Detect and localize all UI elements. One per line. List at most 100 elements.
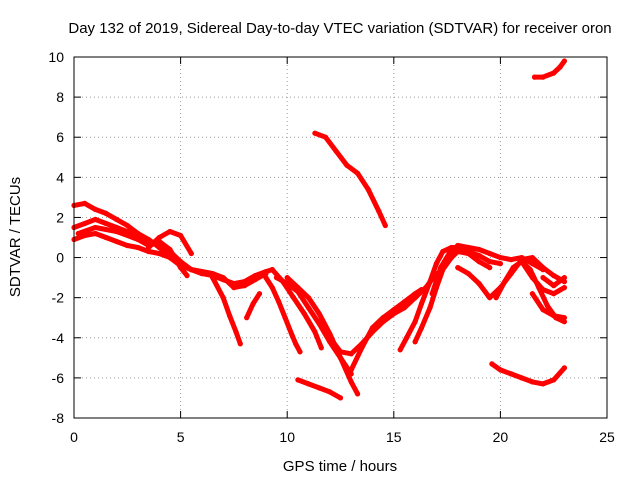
data-point — [316, 319, 322, 325]
data-point — [92, 230, 98, 237]
data-point — [316, 385, 322, 391]
data-point — [156, 234, 162, 241]
data-point — [401, 299, 408, 305]
data-point — [348, 367, 354, 373]
data-point — [369, 325, 376, 331]
data-point — [103, 234, 109, 241]
data-point — [455, 265, 461, 271]
data-point — [412, 319, 418, 325]
data-point — [348, 351, 354, 357]
data-point — [497, 367, 503, 373]
x-tick-label: 5 — [177, 429, 185, 445]
data-point — [337, 349, 344, 355]
data-point — [250, 301, 256, 307]
data-point — [561, 365, 568, 371]
data-point — [297, 349, 303, 355]
data-point — [199, 269, 205, 275]
series-track-14 — [369, 287, 425, 331]
data-point — [391, 307, 397, 313]
data-point — [269, 285, 275, 291]
data-point — [404, 335, 410, 341]
data-point — [344, 162, 350, 168]
data-point — [284, 275, 290, 281]
data-point — [418, 325, 425, 331]
data-point — [305, 305, 312, 311]
data-point — [124, 222, 130, 229]
data-point — [438, 265, 444, 271]
series-line — [312, 130, 388, 228]
y-tick-label: 2 — [56, 209, 64, 225]
data-point — [540, 275, 546, 281]
data-point — [82, 220, 88, 227]
data-point — [519, 259, 525, 265]
data-point — [465, 244, 471, 251]
data-point — [293, 341, 299, 347]
data-point — [529, 255, 536, 261]
data-point — [540, 265, 546, 271]
chart-title: Day 132 of 2019, Sidereal Day-to-day VTE… — [68, 20, 611, 37]
data-point — [92, 206, 98, 212]
data-point — [333, 148, 339, 154]
data-point — [540, 287, 546, 293]
data-point — [508, 371, 514, 377]
x-tick-label: 20 — [493, 429, 509, 445]
data-point — [312, 130, 318, 136]
x-tick-label: 15 — [386, 429, 402, 445]
data-point — [284, 281, 290, 287]
data-point — [114, 238, 120, 245]
data-point — [551, 291, 557, 297]
data-point — [355, 170, 361, 176]
series-track-11 — [284, 275, 361, 397]
data-point — [551, 313, 557, 319]
series-line — [529, 291, 567, 321]
y-tick-label: -2 — [52, 290, 65, 306]
series-track-6 — [210, 275, 243, 347]
data-point — [82, 200, 88, 206]
series-track-23 — [529, 291, 568, 321]
series-track-7 — [244, 291, 263, 321]
data-point — [256, 291, 263, 297]
plot-frame — [73, 56, 608, 419]
data-point — [497, 261, 503, 267]
data-point — [540, 74, 546, 80]
data-point — [380, 315, 386, 321]
data-point — [455, 242, 461, 249]
series-track-24 — [540, 275, 568, 289]
y-tick-label: 10 — [48, 49, 64, 65]
y-tick-label: -4 — [52, 330, 65, 346]
y-tick-label: 6 — [56, 129, 64, 145]
data-point — [305, 295, 312, 301]
series-track-15 — [295, 377, 344, 401]
data-point — [348, 379, 354, 385]
data-point — [220, 295, 226, 301]
data-point — [540, 307, 546, 313]
data-point — [103, 210, 109, 216]
data-point — [551, 283, 557, 289]
data-point — [529, 261, 536, 267]
data-point — [476, 253, 482, 259]
data-point — [487, 295, 493, 301]
data-point — [476, 281, 482, 287]
y-tick-label: 8 — [56, 89, 64, 105]
data-point — [355, 391, 361, 397]
data-point — [210, 275, 216, 281]
data-point — [146, 244, 152, 251]
data-point — [210, 271, 216, 277]
data-point — [92, 224, 98, 231]
data-point — [146, 248, 152, 255]
data-point — [529, 275, 536, 281]
axes: -8 -6 -4 -2 0 2 4 6 8 10 0 5 10 15 20 25 — [48, 49, 615, 445]
data-point — [540, 381, 546, 387]
data-point — [92, 216, 98, 222]
series-line — [412, 249, 493, 345]
data-series — [71, 58, 568, 401]
data-point — [487, 250, 493, 257]
data-point — [551, 377, 557, 383]
data-point — [412, 291, 418, 297]
data-point — [561, 58, 568, 64]
y-axis-label: SDTVAR / TECUs — [7, 177, 24, 297]
data-point — [114, 216, 120, 222]
data-point — [365, 186, 371, 192]
data-point — [327, 389, 333, 395]
series-track-22 — [519, 259, 568, 297]
